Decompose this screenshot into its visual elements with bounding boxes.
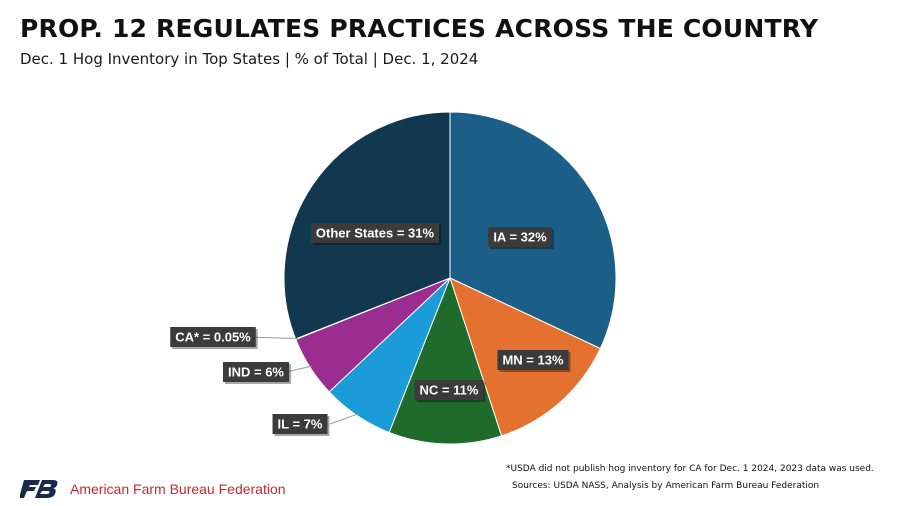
chart-subtitle: Dec. 1 Hog Inventory in Top States | % o… <box>20 50 479 68</box>
slice-label-text: Other States = 31% <box>316 226 435 241</box>
slice-label-text: CA* = 0.05% <box>175 330 251 345</box>
slice-label: NC = 11% <box>414 380 486 402</box>
slice-label-text: IA = 32% <box>493 230 547 245</box>
slice-label: Other States = 31% <box>310 223 442 245</box>
pie-slice-nc <box>388 276 503 445</box>
leader-line <box>285 365 312 373</box>
organization-name: American Farm Bureau Federation <box>70 481 286 497</box>
chart-title: PROP. 12 REGULATES PRACTICES ACROSS THE … <box>20 14 819 43</box>
slice-label: IND = 6% <box>223 362 291 384</box>
slice-label-text: NC = 11% <box>420 383 479 398</box>
slice-label-text: MN = 13% <box>502 353 563 368</box>
slice-label-text: IL = 7% <box>278 417 323 432</box>
slice-label: CA* = 0.05% <box>170 327 258 349</box>
slice-label: IL = 7% <box>272 414 330 436</box>
fb-logo-icon <box>20 480 58 498</box>
afbf-logo: American Farm Bureau Federation <box>20 478 286 500</box>
source-note: Sources: USDA NASS, Analysis by American… <box>512 481 820 491</box>
leader-line <box>329 413 359 425</box>
slice-label: MN = 13% <box>497 350 571 372</box>
slice-label-text: IND = 6% <box>228 365 284 380</box>
pie-labels: IA = 32% MN = 13% NC = 11% IL = 7% IND = 6% C… <box>170 223 571 436</box>
slice-label: IA = 32% <box>488 227 554 249</box>
footnote: *USDA did not publish hog inventory for … <box>506 464 874 474</box>
